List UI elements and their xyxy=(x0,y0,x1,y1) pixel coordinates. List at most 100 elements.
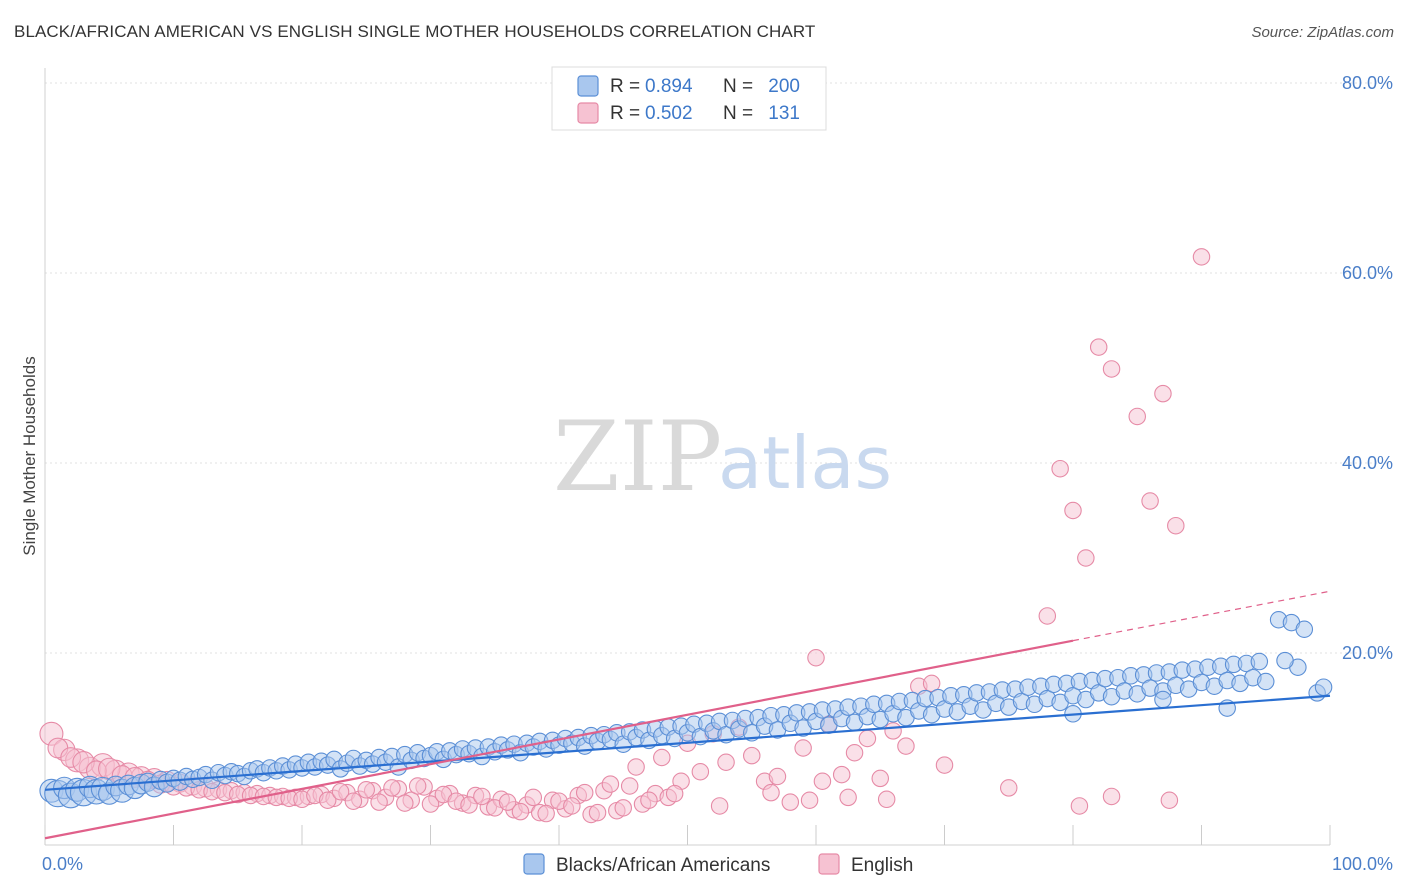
english-point-136 xyxy=(1128,407,1147,426)
x-tick-label-start: 0.0% xyxy=(42,854,83,874)
english-points xyxy=(39,248,1211,824)
legend-n-label-2: N = xyxy=(723,103,753,124)
english-point-85 xyxy=(498,793,517,811)
y-axis-label: Single Mother Households xyxy=(20,356,39,555)
english-point-71 xyxy=(318,791,337,809)
english-point-135 xyxy=(1102,360,1121,378)
axes xyxy=(44,68,1331,846)
legend-r-value-1: 0.894 xyxy=(645,76,693,97)
legend-r-label-2: R = xyxy=(610,103,640,124)
legend-r-value-2: 0.502 xyxy=(645,103,693,124)
english-point-118 xyxy=(922,674,941,693)
english-point-78 xyxy=(408,777,427,795)
legend-n-value-1: 200 xyxy=(768,76,800,97)
english-point-102 xyxy=(717,753,735,771)
black-point-198 xyxy=(1154,690,1172,709)
bottom-legend-swatch-blue xyxy=(523,853,545,875)
english-point-106 xyxy=(768,767,787,786)
english-point-95 xyxy=(627,758,645,776)
english-point-130 xyxy=(1038,607,1057,625)
english-point-76 xyxy=(383,779,401,797)
english-point-109 xyxy=(807,648,825,667)
legend-swatch-blue xyxy=(577,75,599,97)
black-point-192 xyxy=(1295,620,1314,638)
english-point-97 xyxy=(653,748,671,767)
gridlines xyxy=(45,82,1392,654)
english-point-127 xyxy=(1160,791,1179,809)
english-point-139 xyxy=(1167,516,1185,535)
trend-line-english xyxy=(44,639,1074,840)
english-point-104 xyxy=(742,746,761,765)
trend-lines xyxy=(44,590,1331,840)
trend-line-black xyxy=(44,694,1331,791)
legend-n-label-1: N = xyxy=(723,76,753,97)
english-point-129 xyxy=(710,797,729,815)
legend-r-label-1: R = xyxy=(610,76,640,97)
english-point-121 xyxy=(813,772,832,790)
english-point-87 xyxy=(524,788,543,807)
english-point-94 xyxy=(614,799,632,817)
bottom-legend-label-blue: Blacks/African Americans xyxy=(556,855,770,876)
bottom-legend-label-pink: English xyxy=(851,855,913,876)
english-point-120 xyxy=(800,791,819,809)
english-point-133 xyxy=(1077,549,1095,567)
english-point-122 xyxy=(839,788,857,807)
tick-labels: 20.0% 40.0% 60.0% 80.0% 0.0% 100.0% xyxy=(42,73,1393,874)
black-point-189 xyxy=(1257,672,1275,691)
english-point-100 xyxy=(691,762,710,781)
english-point-132 xyxy=(1064,501,1082,520)
english-point-125 xyxy=(1070,797,1089,815)
english-point-74 xyxy=(357,781,375,799)
english-point-72 xyxy=(331,782,350,801)
y-tick-label-2: 40.0% xyxy=(1342,453,1393,473)
legend-box: R = 0.894 N = 200 R = 0.502 N = 131 xyxy=(551,66,827,131)
english-point-75 xyxy=(370,793,388,811)
english-point-123 xyxy=(877,790,896,809)
english-point-88 xyxy=(537,804,555,823)
black-point-196 xyxy=(1314,678,1333,696)
legend-n-value-2: 131 xyxy=(768,103,800,124)
english-point-116 xyxy=(897,737,915,755)
english-point-77 xyxy=(396,794,414,812)
chart-title: BLACK/AFRICAN AMERICAN VS ENGLISH SINGLE… xyxy=(14,22,816,41)
english-point-83 xyxy=(473,787,491,806)
y-tick-label-1: 20.0% xyxy=(1342,643,1393,663)
english-point-124 xyxy=(999,779,1018,797)
english-point-107 xyxy=(781,793,800,811)
english-point-79 xyxy=(421,795,440,813)
english-point-90 xyxy=(563,797,581,815)
english-point-111 xyxy=(832,765,851,784)
y-tick-label-3: 60.0% xyxy=(1342,263,1393,283)
english-point-137 xyxy=(1141,492,1159,510)
english-point-93 xyxy=(601,775,620,793)
english-point-113 xyxy=(858,729,877,748)
watermark-zip: ZIP xyxy=(553,401,722,513)
english-point-114 xyxy=(871,769,889,788)
english-point-82 xyxy=(460,796,478,814)
black-point-194 xyxy=(1276,651,1294,670)
english-point-119 xyxy=(935,756,954,774)
watermark-atlas: atlas xyxy=(718,421,892,505)
english-point-96 xyxy=(640,791,658,809)
english-point-73 xyxy=(344,792,363,810)
english-point-86 xyxy=(511,802,530,821)
bottom-legend-swatch-pink xyxy=(818,853,840,875)
english-point-128 xyxy=(762,783,780,802)
source-label: Source: ZipAtlas.com xyxy=(1251,24,1394,41)
y-tick-label-4: 80.0% xyxy=(1342,73,1393,93)
english-point-91 xyxy=(575,783,594,802)
black-point-188 xyxy=(1250,652,1269,671)
english-point-140 xyxy=(1192,248,1211,266)
english-point-134 xyxy=(1089,338,1108,356)
x-tick-label-end: 100.0% xyxy=(1332,854,1393,874)
watermark: ZIP atlas xyxy=(553,401,892,513)
legend-swatch-pink xyxy=(577,102,599,124)
english-point-98 xyxy=(665,784,684,803)
english-point-92 xyxy=(588,803,607,822)
black-points xyxy=(39,610,1333,809)
bottom-legend: Blacks/African Americans English xyxy=(523,853,913,876)
english-point-112 xyxy=(845,743,864,762)
english-point-108 xyxy=(794,739,812,757)
english-point-45 xyxy=(620,777,639,795)
